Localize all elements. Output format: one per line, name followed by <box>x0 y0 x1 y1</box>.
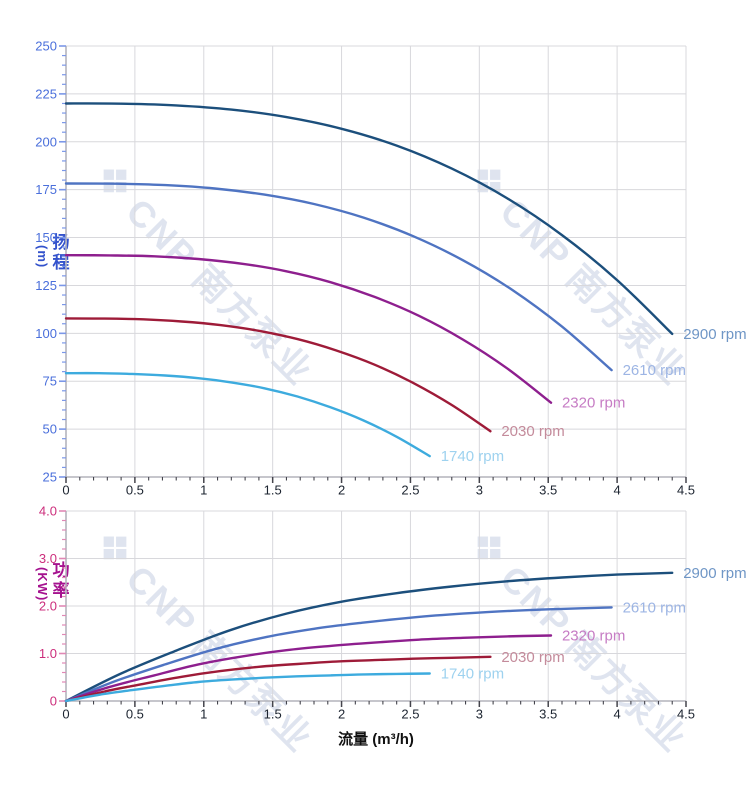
x-tick-label: 0.5 <box>126 707 144 722</box>
y-tick-label: 175 <box>35 182 57 197</box>
head-axis-title-text: 扬程 <box>49 233 69 273</box>
x-tick-label: 1 <box>200 483 207 498</box>
head-chart: 25 50 75 100 125 150 175 200 225 250 0 0.5 1 1.5 2 2.5 3… <box>35 39 746 498</box>
x-tick-label: 0.5 <box>126 483 144 498</box>
y-tick-label: 250 <box>35 39 57 54</box>
y-tick-label: 75 <box>43 374 57 389</box>
head-axis-title: 扬程 (m) <box>34 233 69 273</box>
x-tick-label: 2 <box>338 483 345 498</box>
curve-2030rpm <box>64 655 492 703</box>
curve-label-2900rpm: 2900 rpm <box>683 565 746 582</box>
y-tick-label: 2.0 <box>39 599 57 614</box>
curve-2900rpm <box>64 571 674 703</box>
curve-2900rpm <box>64 102 674 336</box>
x-tick-label: 2.5 <box>401 707 419 722</box>
power-axis-title-text: 功率 <box>49 560 69 601</box>
curve-1740rpm <box>64 371 431 458</box>
x-tick-label: 4.5 <box>677 707 695 722</box>
y-tick-label: 225 <box>35 86 57 101</box>
y-tick-label: 100 <box>35 326 57 341</box>
x-tick-label: 4 <box>613 707 620 722</box>
curve-label-2900rpm: 2900 rpm <box>683 326 746 343</box>
curve-2610rpm <box>64 182 613 372</box>
x-tick-label: 4 <box>613 483 620 498</box>
x-tick-label: 1.5 <box>264 707 282 722</box>
y-tick-label: 125 <box>35 278 57 293</box>
power-axis-unit: (KW) <box>34 567 50 602</box>
y-tick-label: 25 <box>43 470 57 485</box>
curve-2320rpm <box>64 634 553 703</box>
curve-label-2320rpm: 2320 rpm <box>562 395 625 412</box>
power-axis-title: 功率 (KW) <box>34 560 69 602</box>
x-tick-label: 2 <box>338 707 345 722</box>
curve-2320rpm <box>64 254 553 404</box>
x-tick-label: 1 <box>200 707 207 722</box>
head-axis-unit: (m) <box>34 244 50 269</box>
curve-2610rpm <box>64 606 613 703</box>
y-tick-label: 50 <box>43 422 57 437</box>
x-tick-label: 3.5 <box>539 707 557 722</box>
y-tick-label: 200 <box>35 134 57 149</box>
curve-label-2610rpm: 2610 rpm <box>623 599 686 616</box>
x-tick-label: 0 <box>62 707 69 722</box>
x-tick-label: 3.5 <box>539 483 557 498</box>
power-chart: 0 1.0 2.0 3.0 4.0 0 0.5 1 1.5 2 2.5 3 3.5 4 4.5 2900 rp… <box>39 504 747 722</box>
curve-label-2320rpm: 2320 rpm <box>562 627 625 644</box>
y-tick-label: 0 <box>50 694 57 709</box>
x-tick-label: 3 <box>476 483 483 498</box>
y-tick-label: 150 <box>35 230 57 245</box>
x-tick-label: 4.5 <box>677 483 695 498</box>
curve-label-2030rpm: 2030 rpm <box>501 423 564 440</box>
curve-label-2030rpm: 2030 rpm <box>501 649 564 666</box>
curve-1740rpm <box>64 672 431 703</box>
flow-axis-title: 流量 (m³/h) <box>338 731 414 748</box>
y-tick-label: 3.0 <box>39 551 57 566</box>
x-tick-label: 3 <box>476 707 483 722</box>
curve-label-2610rpm: 2610 rpm <box>623 362 686 379</box>
y-tick-label: 1.0 <box>39 646 57 661</box>
y-tick-label: 4.0 <box>39 504 57 519</box>
curve-label-1740rpm: 1740 rpm <box>441 665 504 682</box>
curve-label-1740rpm: 1740 rpm <box>441 448 504 465</box>
x-tick-label: 2.5 <box>401 483 419 498</box>
x-tick-label: 0 <box>62 483 69 498</box>
x-tick-label: 1.5 <box>264 483 282 498</box>
curve-2030rpm <box>64 317 492 433</box>
